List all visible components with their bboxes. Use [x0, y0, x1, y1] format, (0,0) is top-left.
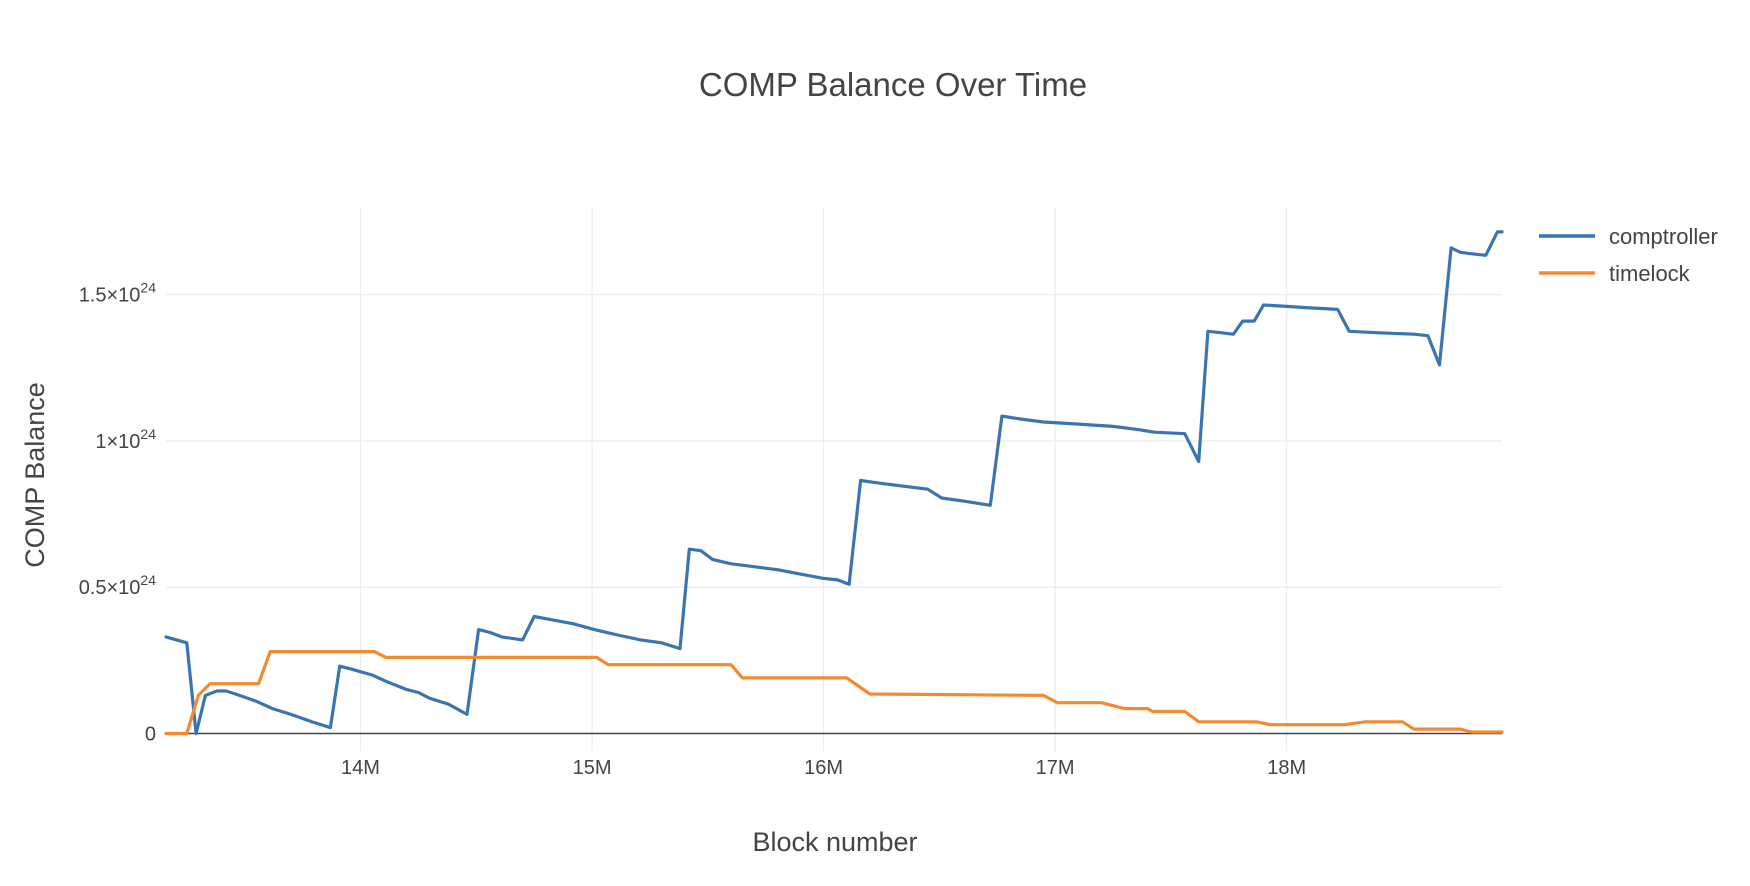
grid	[166, 207, 1502, 751]
x-tick-label: 14M	[341, 757, 380, 779]
y-tick-label: 1×1024	[95, 426, 156, 453]
series-line-timelock	[164, 650, 1504, 736]
x-tick-label: 17M	[1036, 757, 1075, 779]
x-tick-label: 15M	[573, 757, 612, 779]
legend[interactable]: comptroller timelock	[1539, 224, 1718, 286]
legend-label: timelock	[1609, 261, 1691, 286]
y-tick-label: 1.5×1024	[79, 280, 157, 307]
legend-item-timelock[interactable]: timelock	[1539, 261, 1691, 286]
chart-title: COMP Balance Over Time	[699, 66, 1087, 103]
series-line-comptroller	[164, 230, 1504, 736]
x-axis-ticks: 14M 15M 16M 17M 18M	[341, 757, 1306, 779]
y-axis-ticks: 0 0.5×1024 1×1024 1.5×1024	[79, 280, 157, 746]
y-axis-title: COMP Balance	[20, 382, 50, 568]
legend-item-comptroller[interactable]: comptroller	[1539, 224, 1718, 249]
y-tick-label: 0	[145, 723, 156, 745]
y-tick-label: 0.5×1024	[79, 572, 157, 599]
plot-area	[164, 230, 1504, 736]
x-tick-label: 16M	[804, 757, 843, 779]
x-axis-title: Block number	[752, 827, 917, 857]
x-tick-label: 18M	[1267, 757, 1306, 779]
legend-label: comptroller	[1609, 224, 1718, 249]
